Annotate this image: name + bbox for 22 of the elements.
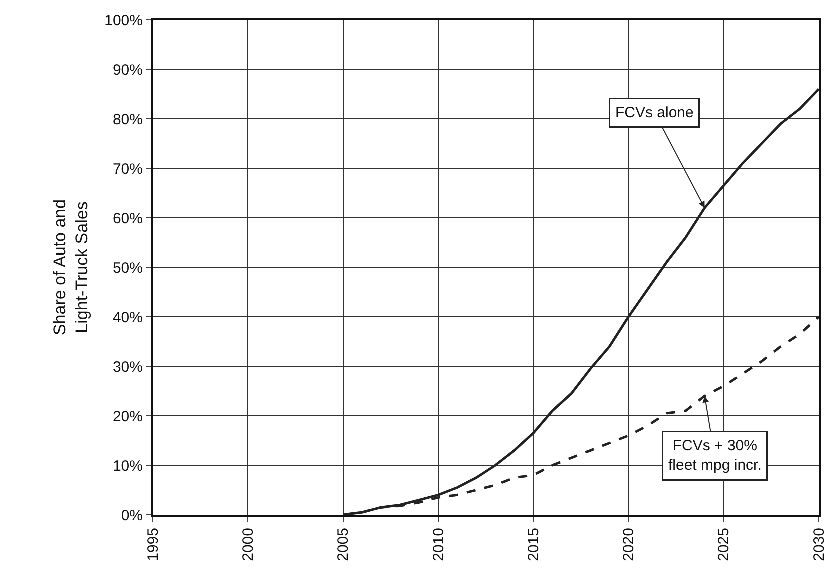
x-tick-label: 2030 (810, 528, 828, 562)
y-tick-label: 40% (112, 309, 143, 326)
x-tick-label: 2000 (240, 528, 258, 562)
x-tick-label: 2005 (335, 528, 352, 562)
x-tick-label: 2010 (430, 528, 448, 562)
y-tick-label: 100% (104, 12, 143, 30)
y-tick-label: 90% (112, 62, 143, 79)
y-tick-label: 50% (112, 260, 143, 277)
y-axis-title: Share of Auto and Light-Truck Sales (50, 199, 92, 336)
y-tick-label: 80% (112, 111, 143, 128)
x-tick-label: 2020 (620, 528, 638, 562)
annotation: FCVs alone (616, 104, 694, 122)
y-tick-label: 10% (112, 458, 143, 475)
x-tick-label: 1995 (144, 528, 162, 562)
y-tick-label: 60% (112, 210, 143, 228)
x-tick-label: 2015 (525, 528, 542, 562)
x-tick-label: 2025 (716, 528, 733, 562)
y-tick-label: 20% (112, 408, 143, 426)
y-tick-label: 0% (121, 507, 143, 524)
y-tick-label: 30% (112, 358, 143, 376)
annotation: FCVs + 30% fleet mpg incr. (668, 438, 762, 474)
y-tick-label: 70% (112, 160, 143, 178)
